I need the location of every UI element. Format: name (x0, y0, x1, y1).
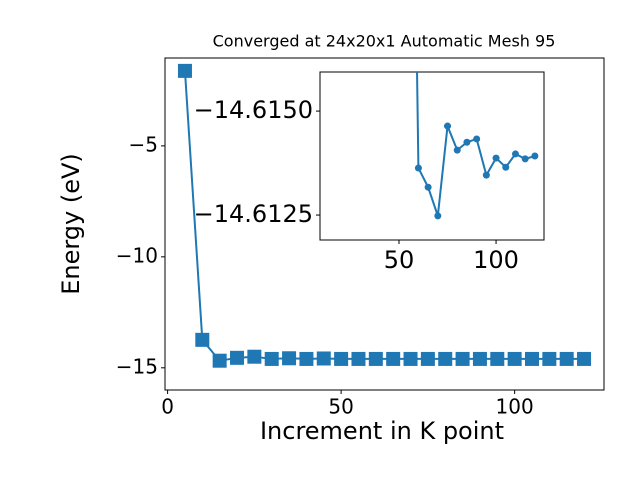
x-tick-label: 100 (473, 246, 519, 274)
data-marker (521, 155, 529, 163)
data-marker (316, 351, 331, 366)
y-tick-label: −10 (116, 243, 158, 267)
data-marker (482, 171, 490, 179)
data-marker (502, 163, 510, 171)
data-marker (351, 351, 366, 366)
data-marker (334, 351, 349, 366)
data-marker (473, 135, 481, 143)
data-marker (424, 183, 432, 191)
data-marker (434, 212, 442, 220)
inset-background (320, 72, 544, 240)
data-marker (490, 351, 505, 366)
data-marker (453, 146, 461, 154)
data-marker (463, 138, 471, 146)
data-marker (444, 122, 452, 130)
x-tick-label: 100 (496, 395, 534, 419)
x-tick-label: 50 (384, 246, 415, 274)
plot-frame (319, 71, 545, 241)
x-tick-label: 50 (328, 395, 353, 419)
data-marker (577, 351, 592, 366)
data-marker (559, 351, 574, 366)
chart-title: Converged at 24x20x1 Automatic Mesh 95 (213, 32, 556, 51)
y-tick-label: −14.6150 (194, 96, 313, 124)
data-marker (247, 349, 262, 364)
data-marker (472, 351, 487, 366)
data-marker (455, 351, 470, 366)
data-marker (507, 351, 522, 366)
data-marker (531, 152, 539, 160)
data-marker (282, 351, 297, 366)
x-tick-label: 0 (161, 395, 174, 419)
data-marker (230, 350, 245, 365)
data-marker (420, 351, 435, 366)
y-tick-label: −15 (116, 354, 158, 378)
data-marker (438, 351, 453, 366)
data-marker (542, 351, 557, 366)
x-axis-label: Increment in K point (260, 417, 504, 445)
data-marker (299, 351, 314, 366)
data-marker (511, 150, 519, 158)
data-marker (414, 164, 422, 172)
data-marker (368, 351, 383, 366)
plot-frame (164, 57, 605, 391)
y-axis-label: Energy (eV) (57, 153, 85, 295)
data-marker (177, 63, 192, 78)
y-tick-label: −14.6125 (194, 200, 313, 228)
data-marker (524, 351, 539, 366)
data-marker (195, 332, 210, 347)
data-marker (264, 351, 279, 366)
data-marker (403, 351, 418, 366)
data-marker (212, 353, 227, 368)
data-marker (386, 351, 401, 366)
data-marker (492, 154, 500, 162)
y-tick-label: −5 (129, 132, 158, 156)
